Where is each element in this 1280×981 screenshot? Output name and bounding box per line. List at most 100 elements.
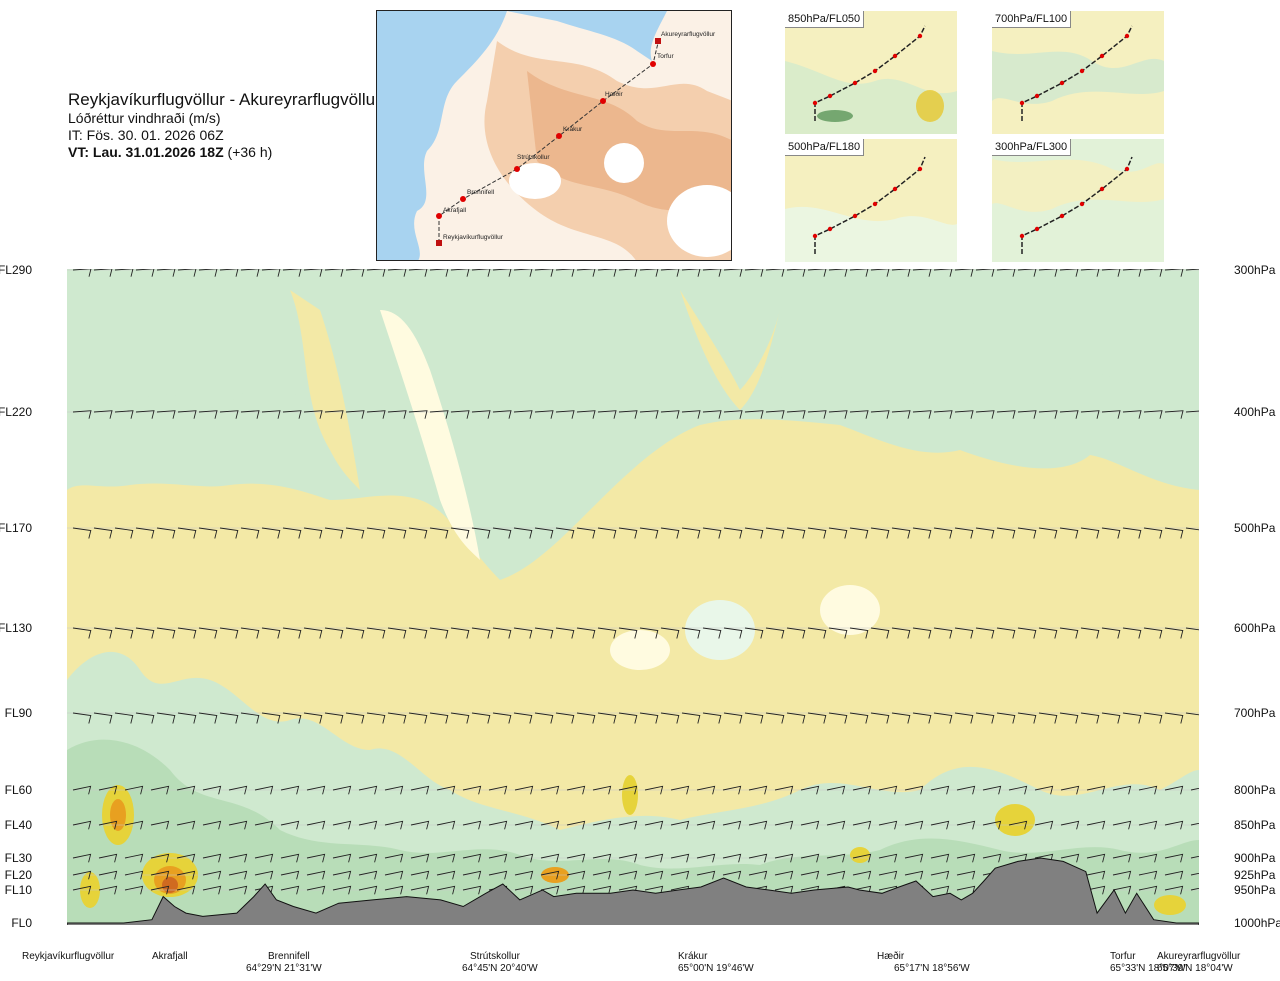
wind-barb [471,410,491,419]
wind-barb [1143,527,1163,539]
wind-barb [176,870,196,880]
wind-barb [849,712,869,724]
inset-label-850: 850hPa/FL050 [785,11,865,28]
fl-tick-label: FL10 [5,883,33,897]
wind-barb [982,853,1002,863]
wind-barb [566,820,586,830]
wind-barb [744,712,764,724]
wind-barb [828,410,848,419]
wind-barb [1059,410,1079,419]
wind-barb [219,527,239,539]
wind-barb [1034,785,1054,795]
wind-barb [1060,853,1080,863]
wind-barb [177,527,197,539]
wind-barb [366,527,386,539]
wind-barb [975,527,995,539]
wind-barb [254,820,274,830]
wind-barb [176,785,196,795]
wind-barb [1190,887,1199,891]
wind-barb [303,712,323,724]
wind-barb [202,870,222,880]
wind-barb [1164,785,1184,795]
wind-barb [306,785,326,795]
hpa-tick-label: 800hPa [1234,783,1276,797]
wind-barb [513,712,533,724]
wind-barb [358,870,378,880]
map-label-akrafjall: Akrafjall [443,207,467,214]
wind-barb [540,870,560,880]
wind-barb [282,269,302,277]
wind-barb [156,627,176,639]
wind-barb [660,627,680,639]
wind-barb [387,627,407,639]
wind-barb [618,627,638,639]
wind-barb [324,712,344,724]
wind-barb [807,627,827,639]
wind-barb [592,853,612,863]
wind-barb [1122,410,1142,419]
wind-barb [774,853,794,863]
wind-barb [592,785,612,795]
inset-map-300: 300hPa/FL300 [992,139,1164,262]
plot-area [67,269,1199,925]
wind-barb [597,410,617,419]
wind-barb [358,853,378,863]
wind-barb [1190,855,1199,859]
map-label-brennifell: Brennifell [467,189,495,196]
wind-barb [1086,853,1106,863]
wind-barb [597,269,617,277]
wind-barb [534,627,554,639]
wind-barb [826,820,846,830]
wind-barb [618,853,638,863]
wind-barb [744,410,764,419]
wind-barb [996,627,1016,639]
route-map-svg: Reykjavíkurflugvöllur Akrafjall Brennife… [377,11,731,260]
wind-barb [618,712,638,724]
inset-map-850-svg [785,11,957,134]
wind-barb [576,712,596,724]
wind-barb [807,269,827,277]
wind-barb [592,870,612,880]
wind-barb [639,410,659,419]
wind-barb [72,712,92,724]
wind-barb [177,269,197,277]
wind-barb [462,785,482,795]
wind-barb [261,712,281,724]
wind-barb [219,269,239,277]
wind-barb [702,712,722,724]
wind-barb [450,527,470,539]
wind-barb [98,870,118,880]
xlabel-name: Torfur [1110,951,1136,962]
wind-barb [912,627,932,639]
wind-barb [366,712,386,724]
sea-area [377,11,507,260]
wind-barb [198,410,218,419]
wind-barb [956,820,976,830]
wind-barb [800,820,820,830]
xlabel-name: Reykjavíkurflugvöllur [22,951,115,962]
wind-barb [1138,853,1158,863]
wind-barb [618,870,638,880]
wind-barb [514,870,534,880]
wind-barb [644,870,664,880]
fl-tick-label: FL290 [0,263,32,277]
wind-barb [282,410,302,419]
wind-barb [114,627,134,639]
wind-barb [1086,870,1106,880]
wind-barb [849,527,869,539]
wind-barb [748,785,768,795]
wind-barb [723,269,743,277]
wind-barb [114,269,134,277]
wind-barb [1017,712,1037,724]
wind-barb [849,410,869,419]
wind-barb [124,820,144,830]
wind-barb [639,627,659,639]
wind-barb [1017,410,1037,419]
wind-barb [1164,820,1184,830]
wind-barb [878,820,898,830]
wind-barb [748,853,768,863]
wind-barb [807,527,827,539]
issue-time: IT: Fös. 30. 01. 2026 06Z [68,127,224,143]
map-label-akureyri: Akureyrarflugvöllur [661,31,716,38]
wind-barb [786,410,806,419]
